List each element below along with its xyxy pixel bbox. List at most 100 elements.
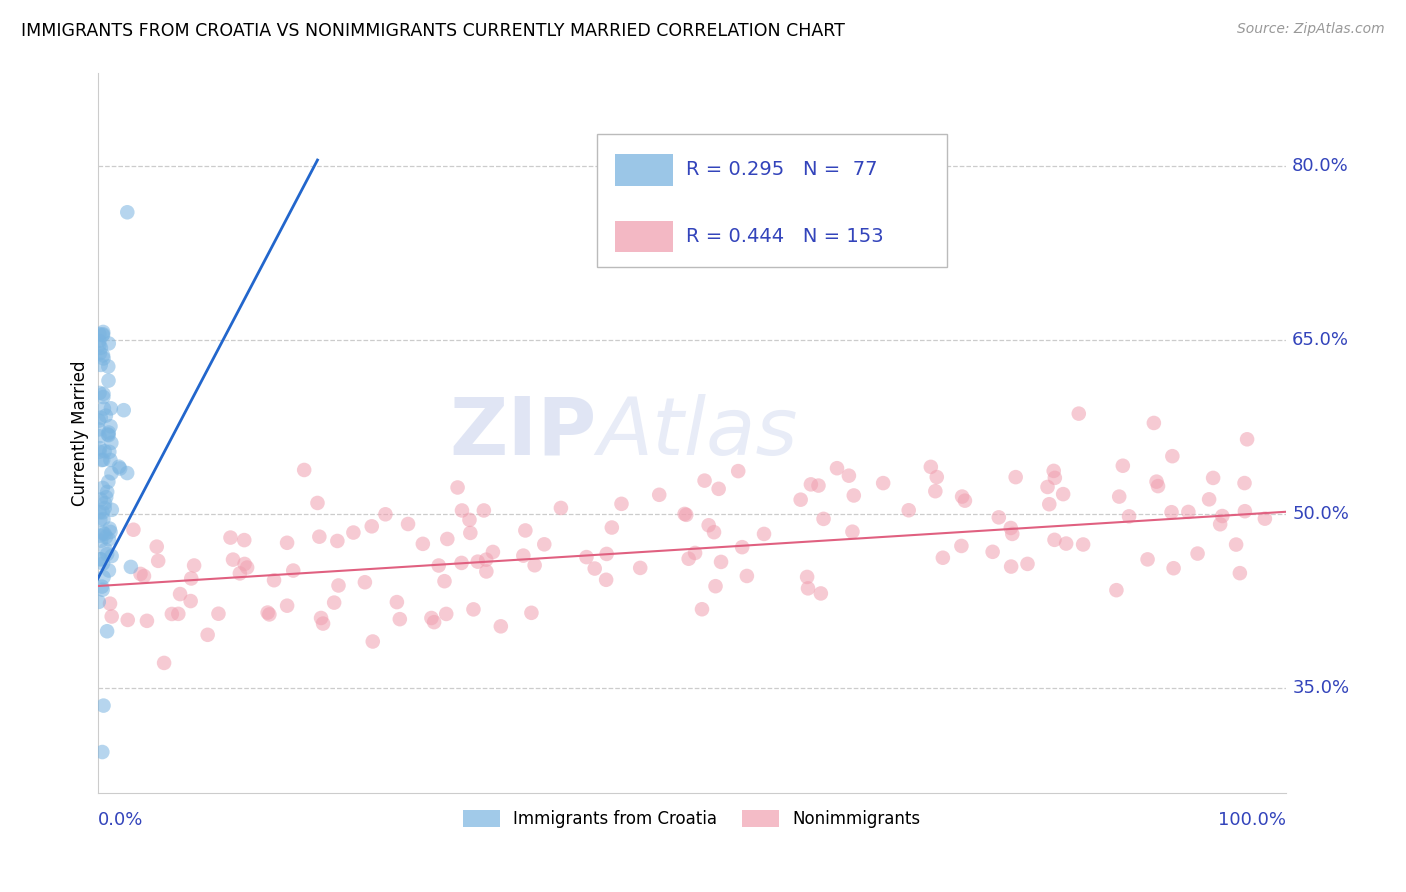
Point xyxy=(91,525,114,540)
Point xyxy=(361,634,384,648)
Point xyxy=(920,459,942,474)
Point xyxy=(91,505,114,519)
Point xyxy=(731,540,754,554)
Point xyxy=(460,525,482,540)
Point xyxy=(120,560,142,574)
Point xyxy=(1043,471,1066,485)
Point xyxy=(1163,561,1185,575)
Point xyxy=(283,564,305,578)
Point xyxy=(1112,458,1135,473)
Point xyxy=(94,542,117,557)
Point xyxy=(207,607,229,621)
Point xyxy=(690,602,713,616)
Point xyxy=(1071,537,1094,551)
Point xyxy=(91,348,114,362)
Point xyxy=(97,425,120,440)
Point xyxy=(450,556,472,570)
Y-axis label: Currently Married: Currently Married xyxy=(72,360,89,506)
Point xyxy=(1000,521,1022,535)
Point xyxy=(813,512,835,526)
Point xyxy=(312,616,335,631)
Point xyxy=(360,519,382,533)
Point xyxy=(472,503,495,517)
Point xyxy=(115,466,138,480)
Point xyxy=(595,573,617,587)
Point xyxy=(328,578,350,592)
Text: 80.0%: 80.0% xyxy=(1292,157,1348,175)
Point xyxy=(236,560,259,574)
Point xyxy=(112,403,135,417)
Text: IMMIGRANTS FROM CROATIA VS NONIMMIGRANTS CURRENTLY MARRIED CORRELATION CHART: IMMIGRANTS FROM CROATIA VS NONIMMIGRANTS… xyxy=(21,22,845,40)
Point xyxy=(98,522,121,536)
Point xyxy=(1067,407,1090,421)
Point xyxy=(707,482,730,496)
Point xyxy=(1198,492,1220,507)
Point xyxy=(1038,497,1060,511)
Point xyxy=(93,527,115,541)
Point xyxy=(108,461,131,475)
Point xyxy=(1202,471,1225,485)
Point xyxy=(233,557,256,571)
Point xyxy=(93,698,115,713)
Point xyxy=(91,745,114,759)
Point xyxy=(309,611,332,625)
Point xyxy=(1001,527,1024,541)
Point xyxy=(89,444,111,458)
Point xyxy=(797,582,820,596)
Point xyxy=(169,587,191,601)
Point xyxy=(117,613,139,627)
Point xyxy=(842,488,865,502)
Point xyxy=(197,628,219,642)
Point xyxy=(678,551,700,566)
Point xyxy=(342,525,364,540)
Point xyxy=(97,564,120,578)
Point xyxy=(94,530,117,544)
Point xyxy=(433,574,456,589)
Point xyxy=(89,505,111,519)
Text: 100.0%: 100.0% xyxy=(1218,811,1286,829)
Point xyxy=(610,497,633,511)
Point xyxy=(91,328,114,343)
FancyBboxPatch shape xyxy=(596,134,948,268)
Point xyxy=(1105,583,1128,598)
Point xyxy=(467,555,489,569)
Point xyxy=(1054,536,1077,550)
Point xyxy=(100,549,122,563)
Point xyxy=(183,558,205,573)
Point xyxy=(1043,533,1066,547)
Point xyxy=(475,552,498,566)
Point xyxy=(145,540,167,554)
Point xyxy=(307,496,329,510)
Point xyxy=(90,552,112,566)
Point xyxy=(675,508,697,522)
Point xyxy=(838,468,860,483)
FancyBboxPatch shape xyxy=(614,154,673,186)
Point xyxy=(1233,476,1256,491)
Text: R = 0.295   N =  77: R = 0.295 N = 77 xyxy=(686,160,877,179)
Point xyxy=(97,427,120,442)
Point xyxy=(323,596,346,610)
Point xyxy=(180,572,202,586)
Point xyxy=(1004,470,1026,484)
Point xyxy=(512,549,534,563)
Point xyxy=(600,520,623,534)
Point xyxy=(160,607,183,621)
Point xyxy=(825,461,848,475)
Point xyxy=(97,475,120,489)
Point xyxy=(98,597,121,611)
Point xyxy=(420,611,443,625)
Point xyxy=(451,503,474,517)
Point xyxy=(1229,566,1251,581)
Point xyxy=(1209,517,1232,532)
Point xyxy=(388,612,411,626)
Point xyxy=(703,525,725,540)
Point xyxy=(950,490,973,504)
Point xyxy=(1136,552,1159,566)
Point xyxy=(354,575,377,590)
Point xyxy=(91,390,114,404)
Point xyxy=(489,619,512,633)
Point xyxy=(222,552,245,566)
Text: 50.0%: 50.0% xyxy=(1292,505,1350,523)
Point xyxy=(704,579,727,593)
Point xyxy=(89,346,111,360)
